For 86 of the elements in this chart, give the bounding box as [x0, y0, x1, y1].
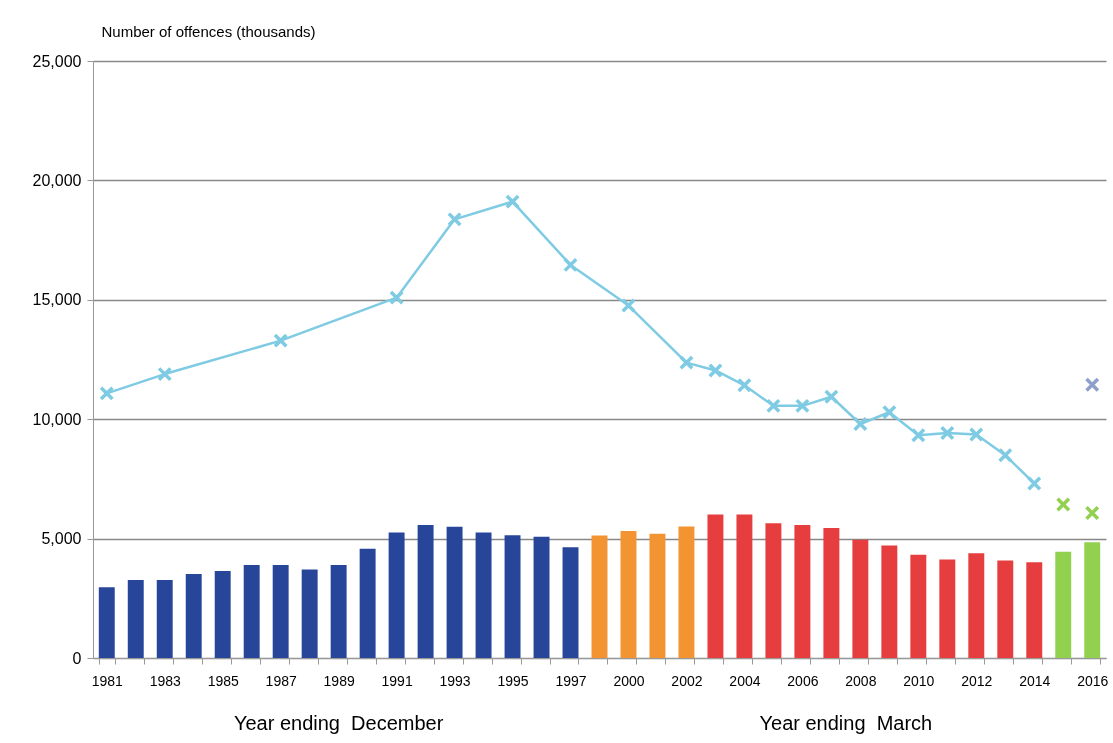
point [621, 298, 636, 313]
point [939, 425, 955, 441]
point [505, 194, 520, 210]
y-axis-title: Number of offences (thousands) [101, 22, 316, 40]
bar [997, 560, 1014, 658]
point [1084, 505, 1100, 521]
point [794, 398, 810, 414]
bar [185, 573, 202, 658]
bar [765, 523, 782, 658]
point [852, 416, 868, 432]
x-tick-label: 2016 [1077, 672, 1109, 689]
point [765, 398, 781, 414]
point [1055, 497, 1071, 512]
bar [301, 569, 318, 658]
point [1084, 377, 1100, 393]
bar [794, 524, 811, 658]
x-tick-label: 1993 [439, 672, 471, 689]
x-tick-label: 1997 [555, 672, 587, 689]
point [563, 257, 578, 273]
x-tick-label: 2002 [671, 672, 703, 689]
bar [359, 548, 376, 658]
point [273, 333, 289, 349]
x-tick-label: 1983 [149, 672, 182, 689]
bar [388, 532, 405, 658]
point [389, 290, 405, 306]
bar [214, 571, 231, 658]
bar [736, 514, 753, 658]
bar [678, 526, 695, 658]
bar [707, 514, 724, 658]
point [679, 355, 694, 371]
bar [939, 559, 956, 658]
bar [504, 535, 521, 658]
text: Year ending December [233, 712, 444, 735]
bar [591, 535, 608, 658]
bar [910, 554, 927, 658]
point [910, 427, 926, 443]
x-tick-label: 2000 [613, 672, 645, 689]
x-tick-label: 2012 [961, 672, 993, 689]
y-tick-label: 20,000 [32, 171, 82, 189]
bar [881, 545, 898, 658]
bar [243, 565, 260, 658]
bar [968, 553, 985, 658]
x-tick-label: 1995 [497, 672, 529, 689]
y-tick-label: 0 [72, 649, 82, 667]
bar [1026, 562, 1043, 658]
point [736, 377, 752, 393]
x-tick-label: 1989 [323, 672, 355, 689]
x-tick-label: 2006 [787, 672, 819, 689]
x-tick-label: 1991 [381, 672, 413, 689]
bar [1084, 542, 1101, 658]
point [447, 211, 463, 227]
x-tick-label: 2004 [729, 672, 761, 689]
point [1026, 475, 1042, 491]
x-tick-label: 2008 [845, 672, 877, 689]
x-tick-label: 1981 [91, 672, 124, 689]
y-tick-label: 15,000 [32, 291, 82, 309]
bar [852, 539, 869, 658]
point [968, 427, 984, 442]
bar [446, 526, 463, 658]
x-tick-label: 2010 [903, 672, 935, 689]
bar [156, 579, 173, 658]
y-tick-label: 25,000 [32, 52, 82, 70]
x-tick-label: 2014 [1019, 672, 1051, 689]
point [157, 366, 173, 382]
bar [823, 528, 840, 658]
y-tick-label: 10,000 [32, 410, 82, 428]
bar [649, 533, 666, 658]
point [99, 385, 115, 401]
point [881, 404, 897, 420]
bar [475, 532, 492, 658]
text: Year ending March [759, 712, 933, 735]
bar [272, 565, 289, 658]
point [997, 447, 1013, 463]
x-tick-label: 1985 [207, 672, 239, 689]
bar [98, 587, 115, 658]
bar [1055, 551, 1072, 658]
bar [562, 547, 579, 658]
bar [620, 530, 637, 658]
x-tick-label: 1987 [265, 672, 297, 689]
bar [533, 536, 550, 658]
bar [330, 565, 347, 658]
bar [417, 524, 434, 658]
point [823, 389, 839, 405]
y-tick-label: 5,000 [41, 530, 82, 548]
bar [127, 579, 144, 658]
point [707, 363, 723, 378]
